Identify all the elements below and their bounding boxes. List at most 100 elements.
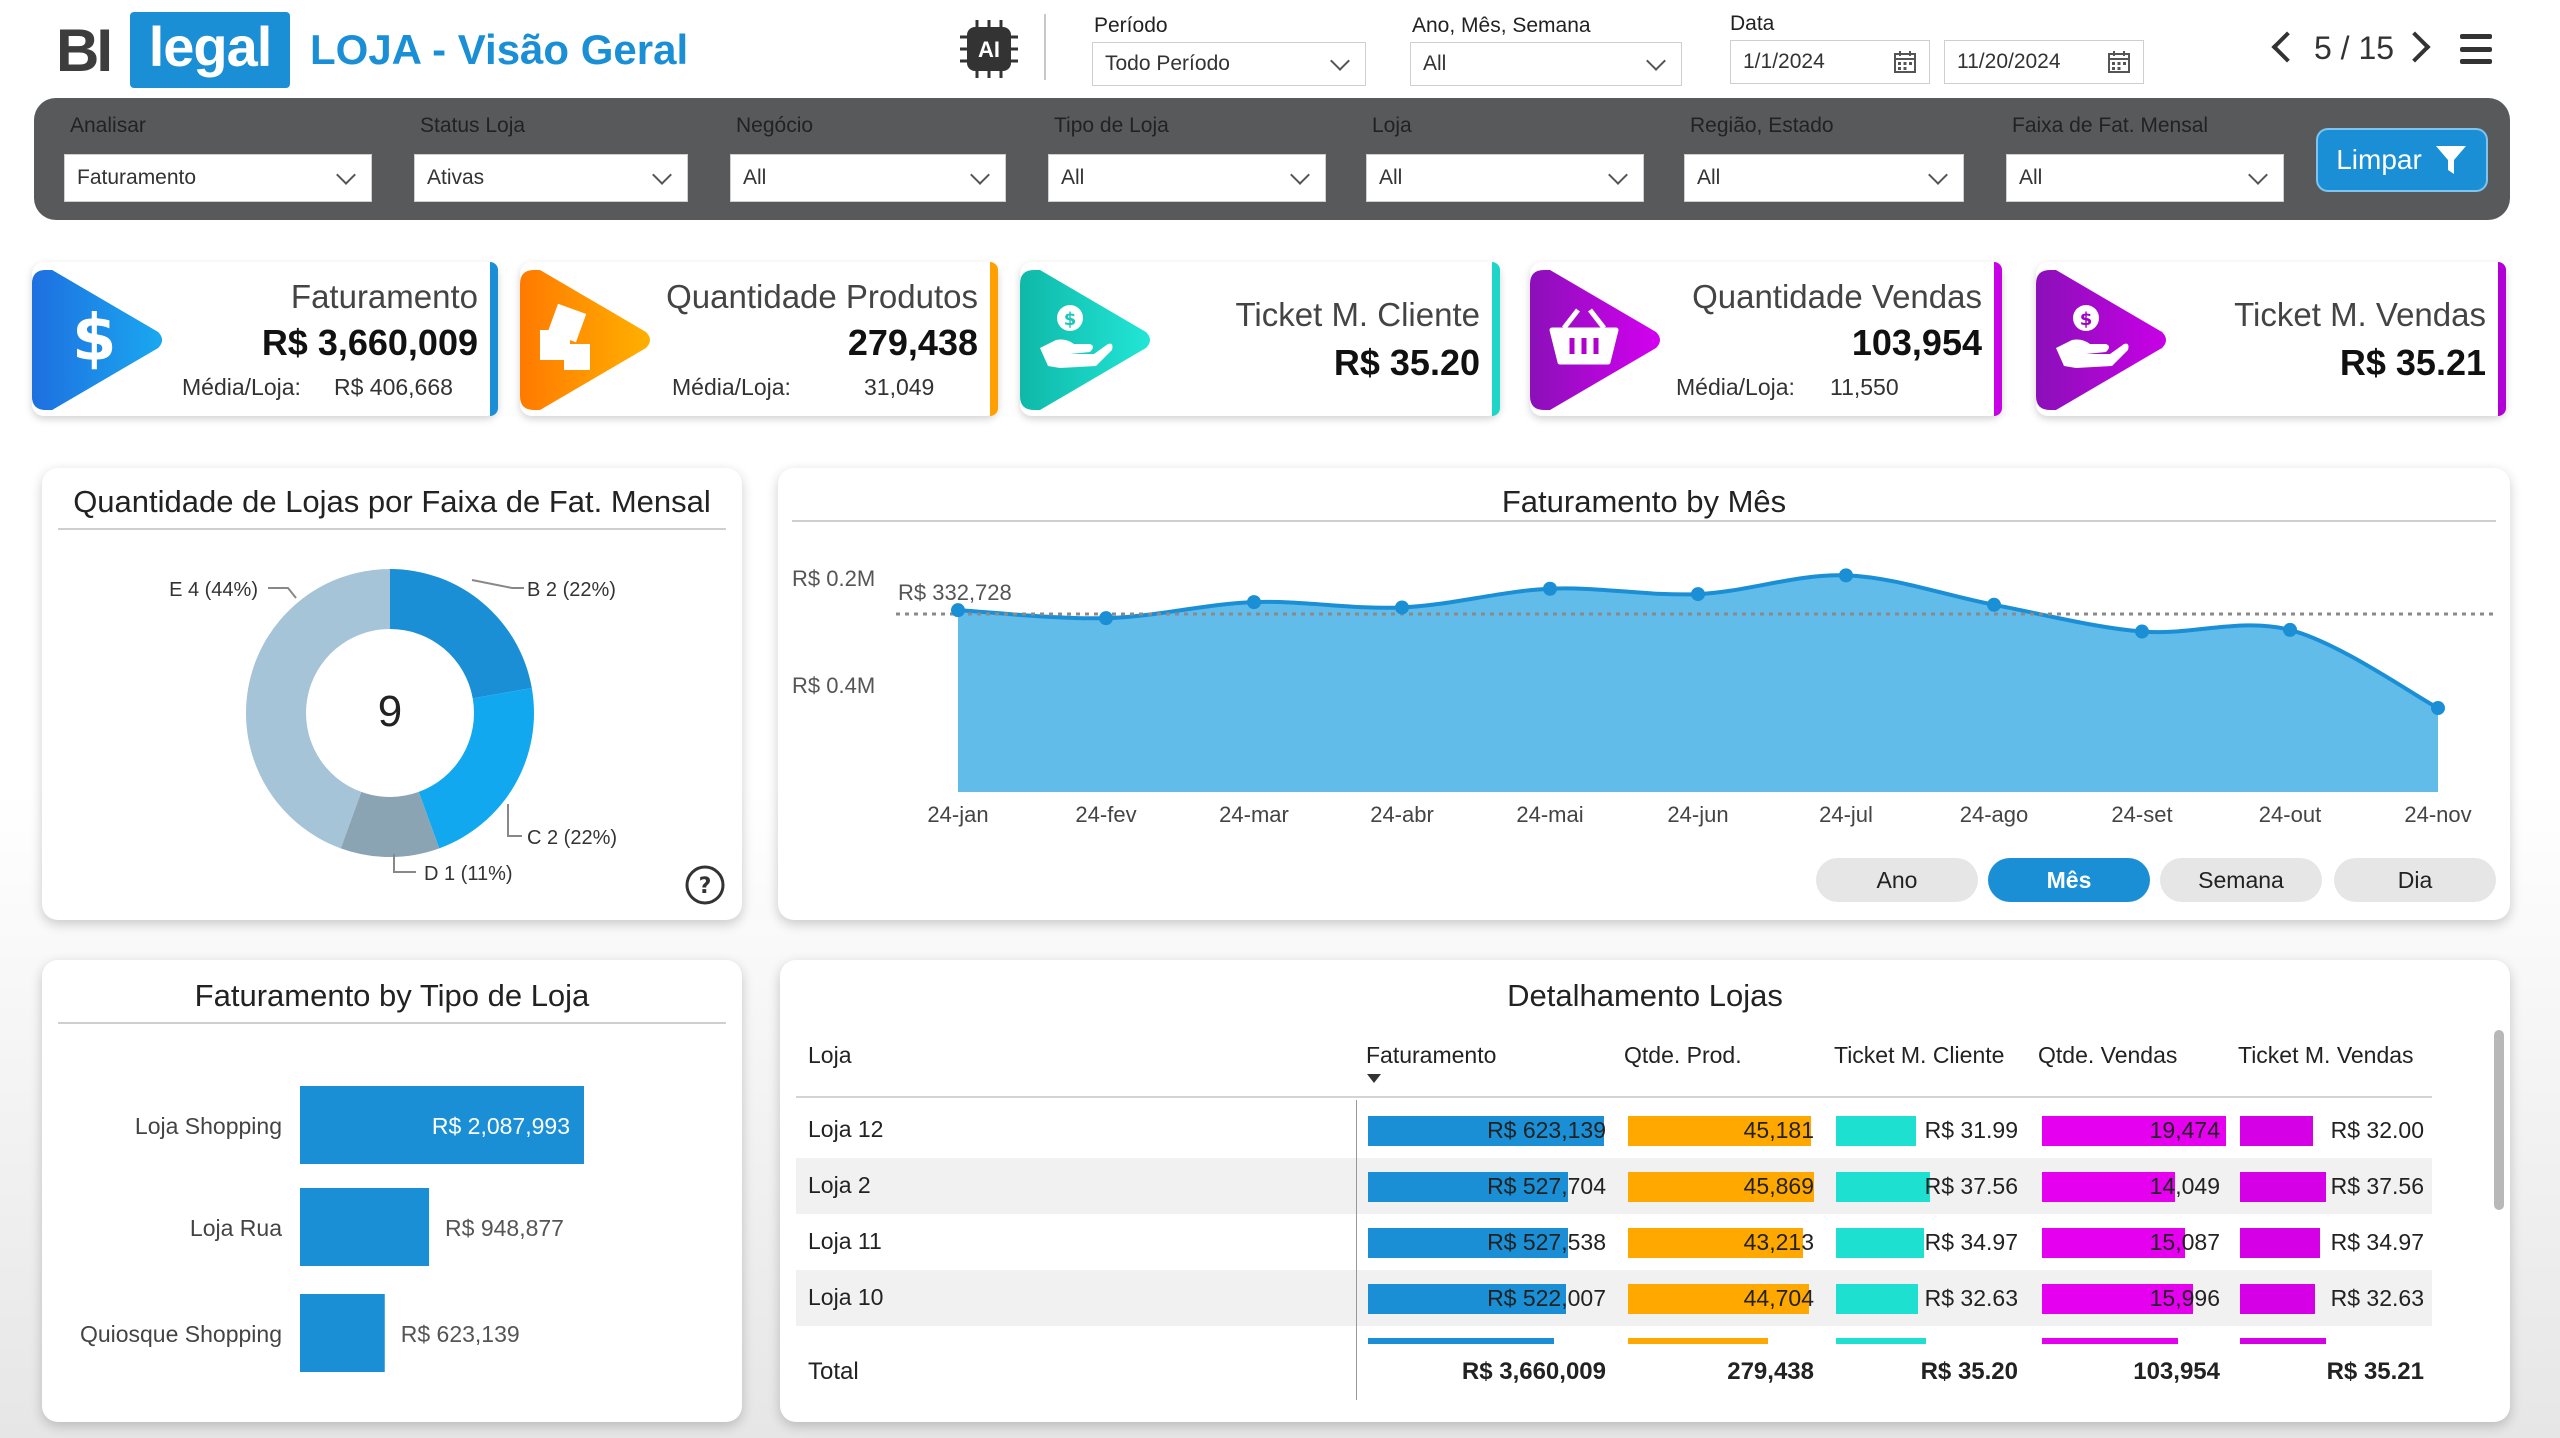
- title-underline: [792, 520, 2496, 522]
- cell-bar-tmc: [1836, 1284, 1918, 1314]
- col-header-ticket-vendas[interactable]: Ticket M. Vendas: [2238, 1042, 2414, 1068]
- cell-loja: Loja 11: [808, 1228, 882, 1254]
- date-to-input[interactable]: 11/20/2024: [1944, 40, 2144, 84]
- x-tick-label: 24-jul: [1819, 802, 1873, 827]
- col-header-loja[interactable]: Loja: [808, 1042, 852, 1068]
- chevron-right-icon[interactable]: [2399, 31, 2431, 63]
- data-point[interactable]: [1691, 587, 1705, 602]
- col-header-ticket-cliente[interactable]: Ticket M. Cliente: [1834, 1042, 2005, 1068]
- chevron-down-icon: [1928, 165, 1948, 185]
- question-icon[interactable]: ?: [684, 864, 726, 906]
- donut-slice[interactable]: [245, 569, 390, 849]
- filter-dropdown[interactable]: All: [730, 154, 1006, 202]
- kpi-card-faturamento: $ Faturamento R$ 3,660,009 Média/Loja: R…: [32, 262, 498, 416]
- area-chart[interactable]: R$ 332,728 24-jan 24-fev 24-mar 24-abr 24-mai…: [778, 468, 2510, 920]
- periodo-value: Todo Período: [1105, 52, 1230, 75]
- data-point[interactable]: [2135, 624, 2149, 639]
- kpi-card-quantidade-vendas: Quantidade Vendas 103,954 Média/Loja: 11…: [1530, 262, 2002, 416]
- cell-fat: R$ 527,538: [1487, 1229, 1606, 1255]
- donut-center-value: 9: [378, 687, 402, 736]
- filter-dropdown[interactable]: Faturamento: [64, 154, 372, 202]
- title-underline: [58, 528, 726, 530]
- filter-dropdown[interactable]: Ativas: [414, 154, 688, 202]
- col-header-faturamento[interactable]: Faturamento: [1366, 1042, 1497, 1068]
- calendar-icon[interactable]: [2107, 50, 2131, 74]
- filter-value: All: [1379, 166, 1403, 189]
- data-point[interactable]: [2283, 622, 2297, 637]
- header-divider-line: [796, 1096, 2432, 1098]
- page-title: LOJA - Visão Geral: [310, 26, 689, 73]
- basket-icon: [1549, 308, 1619, 365]
- x-tick-label: 24-nov: [2404, 802, 2471, 827]
- ai-chip-icon[interactable]: AI: [958, 18, 1020, 80]
- donut-slice-label: E 4 (44%): [169, 579, 258, 601]
- col-header-qtde-vendas[interactable]: Qtde. Vendas: [2038, 1042, 2178, 1068]
- col-header-qtde-prod[interactable]: Qtde. Prod.: [1624, 1042, 1742, 1068]
- bar-chart[interactable]: Loja Shopping R$ 2,087,993 Loja Rua R$ 948,…: [42, 960, 742, 1422]
- filter-label: Status Loja: [420, 114, 526, 137]
- calendar-icon[interactable]: [1893, 50, 1917, 74]
- data-point[interactable]: [1543, 581, 1557, 596]
- granularity-dia-button[interactable]: Dia: [2334, 858, 2496, 902]
- hamburger-menu-icon[interactable]: [2460, 34, 2492, 64]
- area-fill: [958, 575, 2438, 792]
- cell-vendas: 15,996: [2149, 1285, 2220, 1311]
- chevron-down-icon: [336, 165, 356, 185]
- donut-slice[interactable]: [340, 791, 440, 858]
- cell-tmv: R$ 32.63: [2330, 1285, 2424, 1311]
- cell-bar-prod: [1628, 1116, 1812, 1146]
- donut-slice[interactable]: [418, 687, 534, 849]
- filter-dropdown[interactable]: All: [1684, 154, 1964, 202]
- filter-dropdown[interactable]: All: [1366, 154, 1644, 202]
- boxes-icon: [540, 303, 590, 370]
- ai-label: AI: [978, 37, 1000, 62]
- data-point[interactable]: [1247, 595, 1261, 610]
- date-to-value: 11/20/2024: [1957, 50, 2061, 73]
- cell-fat: R$ 527,704: [1487, 1173, 1606, 1199]
- date-from-input[interactable]: 1/1/2024: [1730, 40, 1930, 84]
- ams-dropdown[interactable]: All: [1410, 42, 1682, 86]
- table-row[interactable]: Loja 12: [796, 1102, 2432, 1158]
- total-ticket-vendas: R$ 35.21: [2326, 1358, 2424, 1385]
- cell-bar-tmv: [2240, 1284, 2315, 1314]
- granularity-mes-button[interactable]: Mês: [1988, 858, 2150, 902]
- bar[interactable]: [300, 1294, 385, 1372]
- cell-loja: Loja 12: [808, 1116, 884, 1142]
- cell-bar-tmv: [2240, 1116, 2314, 1146]
- kpi-badge: $: [2036, 270, 2166, 410]
- cell-prod: 45,869: [1743, 1173, 1814, 1199]
- kpi-accent: [490, 262, 498, 416]
- donut-slice-label: D 1 (11%): [424, 863, 513, 885]
- filter-label: Tipo de Loja: [1054, 114, 1169, 137]
- x-tick-label: 24-fev: [1075, 802, 1136, 827]
- chevron-left-icon[interactable]: [2271, 31, 2303, 63]
- donut-chart[interactable]: B 2 (22%) C 2 (22%) D 1 (11%) E 4 (44%) 9: [42, 468, 742, 920]
- periodo-dropdown[interactable]: Todo Período: [1092, 42, 1366, 86]
- filter-label: Analisar: [70, 114, 146, 137]
- data-point[interactable]: [951, 603, 965, 618]
- data-point[interactable]: [2431, 701, 2445, 716]
- clear-filters-button[interactable]: Limpar: [2318, 130, 2486, 190]
- table-row[interactable]: Loja 11: [796, 1214, 2432, 1270]
- filter-dropdown[interactable]: All: [1048, 154, 1326, 202]
- kpi-sub-value: 11,550: [1830, 374, 1899, 400]
- filter-label: Região, Estado: [1690, 114, 1834, 137]
- bar[interactable]: [300, 1188, 430, 1266]
- data-point[interactable]: [1099, 611, 1113, 626]
- kpi-card-quantidade-produtos: Quantidade Produtos 279,438 Média/Loja: …: [520, 262, 998, 416]
- filter-dropdown[interactable]: All: [2006, 154, 2284, 202]
- filter-label: Faixa de Fat. Mensal: [2012, 114, 2209, 137]
- chevron-down-icon: [1290, 165, 1310, 185]
- svg-text:$: $: [1064, 309, 1077, 330]
- bar[interactable]: [300, 1086, 584, 1164]
- granularity-semana-button[interactable]: Semana: [2160, 858, 2322, 902]
- donut-slice[interactable]: [390, 569, 532, 699]
- cell-bar-vendas: [2042, 1116, 2226, 1146]
- table-scrollbar[interactable]: [2494, 1030, 2504, 1210]
- data-point[interactable]: [1839, 568, 1853, 583]
- cell-bar-fat: [1368, 1172, 1568, 1202]
- data-point[interactable]: [1987, 597, 2001, 612]
- granularity-ano-button[interactable]: Ano: [1816, 858, 1978, 902]
- cell-bar-tmc: [1836, 1228, 1924, 1258]
- data-point[interactable]: [1395, 600, 1409, 615]
